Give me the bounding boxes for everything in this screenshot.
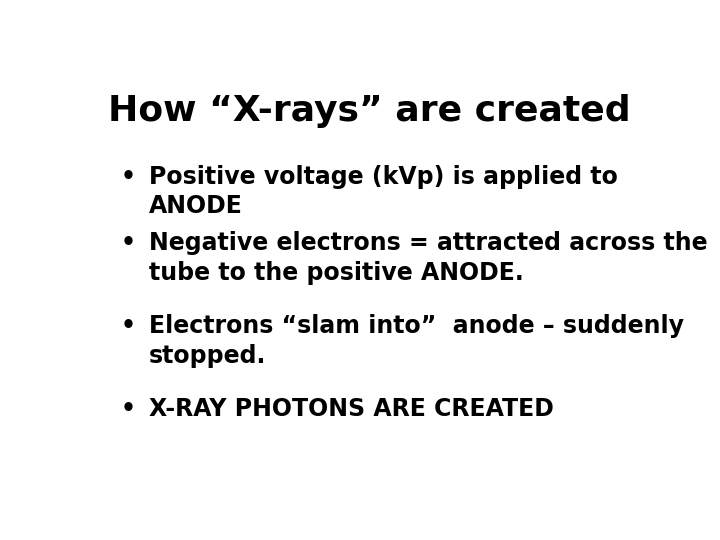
Text: •: • (121, 165, 135, 188)
Text: •: • (121, 397, 135, 421)
Text: •: • (121, 231, 135, 255)
Text: Negative electrons = attracted across the
tube to the positive ANODE.: Negative electrons = attracted across th… (148, 231, 707, 285)
Text: Electrons “slam into”  anode – suddenly
stopped.: Electrons “slam into” anode – suddenly s… (148, 314, 683, 368)
Text: How “X-rays” are created: How “X-rays” are created (108, 94, 630, 128)
Text: X-RAY PHOTONS ARE CREATED: X-RAY PHOTONS ARE CREATED (148, 397, 554, 421)
Text: •: • (121, 314, 135, 338)
Text: Positive voltage (kVp) is applied to
ANODE: Positive voltage (kVp) is applied to ANO… (148, 165, 618, 218)
